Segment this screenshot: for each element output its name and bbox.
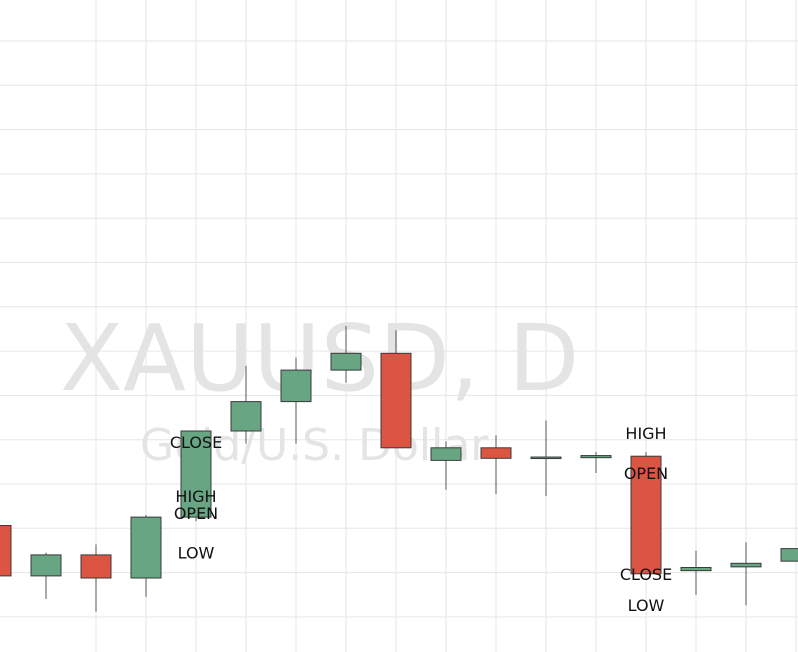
candle	[280, 357, 312, 444]
annotation-low-label: LOW	[628, 596, 665, 615]
candle	[380, 330, 412, 449]
candle	[630, 452, 662, 575]
annotation-low-label: LOW	[178, 543, 215, 562]
candle-body	[380, 352, 412, 449]
candle-body	[330, 352, 362, 371]
candle	[0, 525, 12, 577]
candle-body	[0, 525, 12, 577]
candle-body	[630, 455, 662, 575]
candle-body	[780, 548, 798, 562]
candle-body	[130, 516, 162, 579]
candle	[430, 441, 462, 490]
watermark-symbol: XAUUSD, D	[60, 305, 579, 412]
candle	[730, 542, 762, 606]
annotation-close-label: CLOSE	[170, 433, 222, 452]
candle-body	[430, 447, 462, 461]
candles	[0, 326, 798, 612]
annotation-open-label: OPEN	[624, 464, 668, 483]
candle-body	[530, 456, 562, 460]
candle	[30, 552, 62, 599]
candle	[180, 430, 212, 522]
candle-body	[30, 554, 62, 577]
candle	[480, 435, 512, 494]
candle	[130, 515, 162, 597]
candle-body	[480, 447, 512, 459]
chart-watermark: XAUUSD, D Gold/U.S. Dollar	[60, 305, 579, 471]
annotation-open-label: OPEN	[174, 504, 218, 523]
candle-body	[180, 430, 212, 518]
candle	[580, 452, 612, 473]
candle	[780, 548, 798, 562]
candle	[530, 420, 562, 497]
annotation-high-label: HIGH	[625, 424, 666, 443]
candle	[330, 326, 362, 383]
annotation-high-label: HIGH	[175, 487, 216, 506]
candle-body	[80, 554, 112, 579]
candle-body	[580, 455, 612, 459]
annotation-close-label: CLOSE	[620, 565, 672, 584]
candle	[80, 544, 112, 612]
candle-body	[730, 562, 762, 568]
candle-body	[680, 567, 712, 572]
candle-body	[230, 401, 262, 432]
candle-body	[280, 369, 312, 403]
candle	[680, 550, 712, 595]
candle	[230, 365, 262, 444]
